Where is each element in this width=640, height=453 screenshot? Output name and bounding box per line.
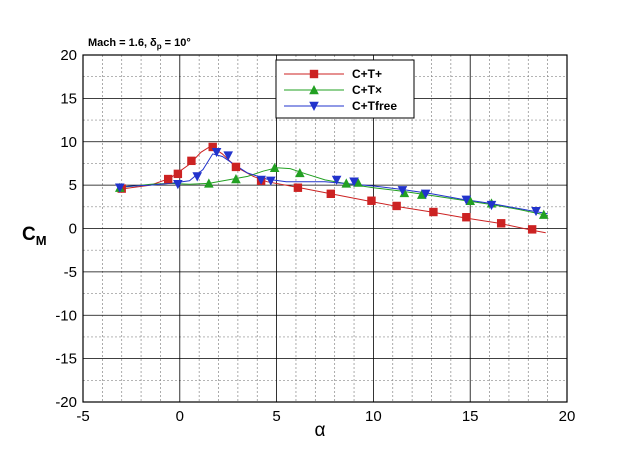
- annotation-suffix: = 10°: [162, 37, 191, 49]
- x-tick-label: 20: [559, 408, 576, 425]
- data-point: [420, 189, 431, 199]
- data-point: [204, 178, 214, 188]
- legend-marker: [309, 69, 319, 79]
- y-axis-title: CM: [22, 224, 47, 248]
- data-point: [269, 162, 280, 172]
- data-point: [173, 180, 183, 190]
- data-point: [527, 225, 537, 234]
- y-tick-label: -20: [55, 394, 77, 411]
- data-point: [256, 175, 266, 185]
- plot-frame: [82, 54, 568, 403]
- data-point: [353, 177, 363, 187]
- legend-marker: [309, 85, 319, 95]
- x-tick-label: 0: [176, 408, 184, 425]
- data-point: [265, 176, 276, 186]
- data-point: [173, 169, 183, 179]
- plot-markers: [114, 142, 549, 234]
- data-point: [341, 178, 352, 188]
- data-point: [397, 186, 408, 196]
- data-point: [326, 189, 336, 198]
- x-tick-label: 15: [462, 408, 479, 425]
- data-point: [349, 177, 359, 187]
- data-point: [163, 174, 173, 184]
- y-tick-label: 20: [60, 47, 77, 64]
- data-point: [223, 151, 233, 161]
- legend-label: C+T+: [352, 67, 382, 81]
- plot-lines: [117, 145, 548, 234]
- y-tick-label: 0: [69, 221, 77, 238]
- x-axis-title: α: [315, 420, 326, 441]
- y-axis-title-subscript: M: [36, 233, 47, 248]
- x-tick-label: 5: [272, 408, 280, 425]
- data-point: [331, 175, 342, 185]
- x-tick-label: -5: [76, 408, 89, 425]
- data-point: [187, 156, 196, 166]
- data-point: [211, 147, 222, 158]
- data-point: [465, 195, 475, 205]
- data-point: [531, 206, 541, 217]
- legend-label: C+T×: [352, 83, 382, 97]
- series-line-1: [117, 145, 546, 234]
- y-axis-title-main: C: [22, 224, 36, 245]
- annotation-prefix: Mach = 1.6, δ: [88, 37, 157, 49]
- data-point: [392, 201, 401, 211]
- data-point: [399, 187, 410, 198]
- y-tick-label: -5: [64, 264, 77, 281]
- legend-marker: [309, 101, 319, 111]
- series-line-2: [117, 167, 548, 216]
- data-point: [231, 162, 241, 172]
- data-point: [429, 207, 438, 217]
- y-tick-label: -10: [55, 307, 77, 324]
- data-point: [293, 183, 303, 192]
- y-tick-label: 5: [69, 177, 77, 194]
- data-point: [461, 195, 472, 205]
- data-point: [192, 172, 203, 182]
- data-point: [462, 213, 471, 222]
- annotation-subscript: p: [157, 42, 162, 51]
- legend-label: C+Tfree: [352, 99, 397, 113]
- y-tick-label: 15: [60, 90, 77, 107]
- data-point: [417, 189, 427, 199]
- y-tick-label: -15: [55, 351, 77, 368]
- legend: C+T+ C+T× C+Tfree: [275, 59, 415, 119]
- data-point: [538, 209, 549, 219]
- legend-box: [275, 59, 415, 119]
- data-point: [486, 200, 497, 211]
- legend-items: C+T+ C+T× C+Tfree: [284, 67, 397, 113]
- data-point: [295, 167, 305, 178]
- x-tick-labels: -5 0 5 10 15 20: [76, 408, 575, 425]
- data-point: [496, 219, 506, 228]
- y-tick-labels: -20 -15 -10 -5 0 5 10 15 20: [55, 47, 77, 411]
- data-point: [231, 174, 241, 184]
- x-tick-label: 10: [365, 408, 382, 425]
- y-tick-label: 10: [60, 134, 77, 151]
- data-point: [367, 196, 376, 205]
- data-point: [114, 183, 125, 193]
- data-point: [208, 142, 217, 152]
- chart-annotation: Mach = 1.6, δp = 10°: [88, 37, 191, 51]
- series-line-3: [117, 153, 548, 215]
